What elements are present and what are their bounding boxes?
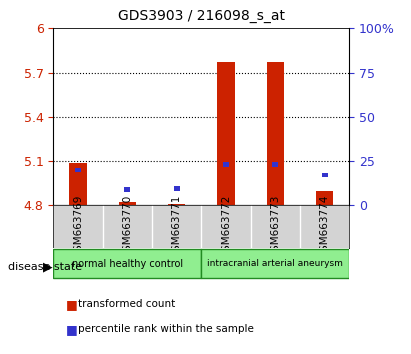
Text: GSM663772: GSM663772 bbox=[221, 195, 231, 258]
Bar bbox=[119, 202, 136, 205]
Text: ▶: ▶ bbox=[43, 261, 53, 274]
Bar bbox=[69, 162, 87, 205]
Title: GDS3903 / 216098_s_at: GDS3903 / 216098_s_at bbox=[118, 9, 285, 23]
Bar bbox=[267, 62, 284, 205]
Text: transformed count: transformed count bbox=[78, 299, 175, 309]
Text: GSM663770: GSM663770 bbox=[122, 195, 132, 258]
Text: percentile rank within the sample: percentile rank within the sample bbox=[78, 324, 254, 334]
Bar bbox=[322, 173, 328, 177]
Text: GSM663774: GSM663774 bbox=[320, 195, 330, 258]
Text: ■: ■ bbox=[66, 298, 78, 311]
Text: GSM663773: GSM663773 bbox=[270, 195, 280, 258]
Bar bbox=[223, 162, 229, 167]
Bar bbox=[272, 162, 278, 167]
Bar bbox=[75, 168, 81, 172]
Text: GSM663769: GSM663769 bbox=[73, 195, 83, 258]
Bar bbox=[316, 190, 333, 205]
Text: GSM663771: GSM663771 bbox=[172, 195, 182, 258]
FancyBboxPatch shape bbox=[53, 249, 201, 278]
Bar bbox=[217, 62, 235, 205]
FancyBboxPatch shape bbox=[201, 249, 349, 278]
Text: ■: ■ bbox=[66, 323, 78, 336]
Text: disease state: disease state bbox=[8, 262, 82, 272]
Text: intracranial arterial aneurysm: intracranial arterial aneurysm bbox=[208, 259, 343, 268]
Bar bbox=[168, 204, 185, 205]
Bar bbox=[174, 186, 180, 191]
Text: normal healthy control: normal healthy control bbox=[72, 259, 183, 269]
Bar bbox=[125, 187, 130, 192]
